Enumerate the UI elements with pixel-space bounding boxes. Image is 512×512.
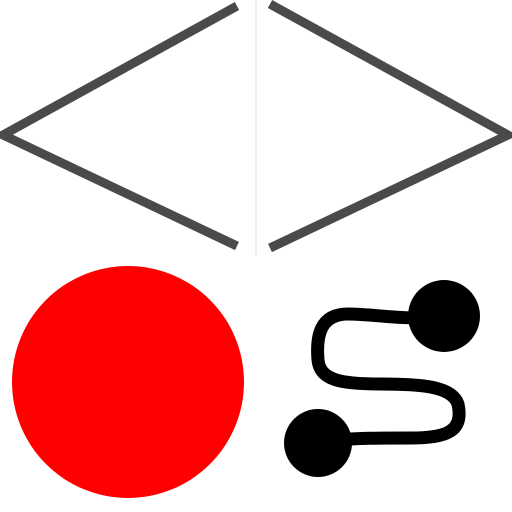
record-icon[interactable] bbox=[12, 266, 244, 498]
route-end-node bbox=[408, 280, 480, 352]
diamond-outline-icon[interactable] bbox=[3, 0, 508, 256]
route-start-node bbox=[284, 409, 352, 477]
diamond-right-half bbox=[270, 4, 508, 248]
path-route-icon[interactable] bbox=[284, 280, 480, 477]
diamond-left-half bbox=[3, 6, 237, 246]
